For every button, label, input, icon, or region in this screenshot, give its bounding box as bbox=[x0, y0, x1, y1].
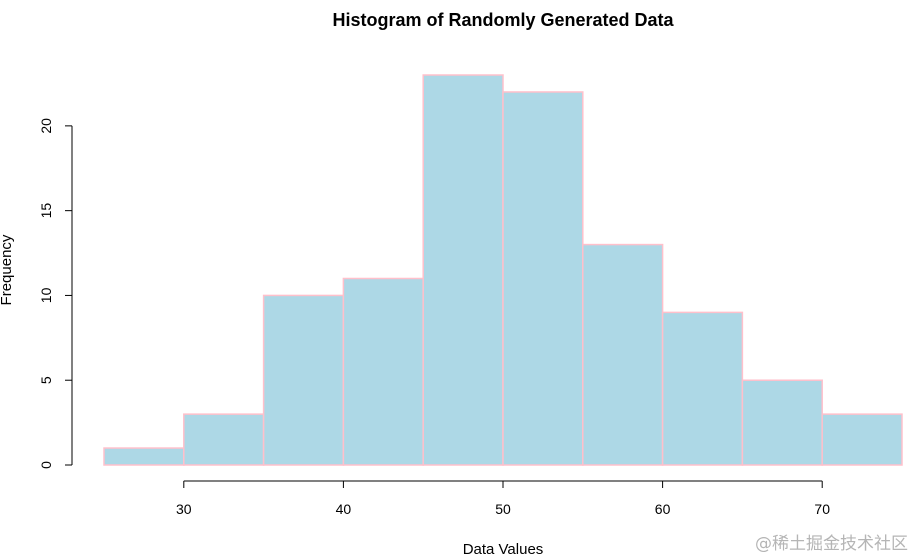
x-tick-label: 70 bbox=[814, 501, 830, 517]
histogram-bar bbox=[103, 447, 185, 466]
chart-title: Histogram of Randomly Generated Data bbox=[332, 10, 674, 30]
watermark-text: @稀土掘金技术社区 bbox=[755, 534, 908, 554]
x-tick-label: 30 bbox=[176, 501, 192, 517]
histogram-bar bbox=[582, 243, 664, 466]
y-axis: 0 5 10 15 20 bbox=[38, 118, 73, 469]
histogram-bar bbox=[821, 413, 903, 466]
x-tick-label: 40 bbox=[336, 501, 352, 517]
x-tick-label: 50 bbox=[495, 501, 511, 517]
y-tick-label: 10 bbox=[38, 287, 54, 303]
histogram-bar bbox=[502, 91, 584, 466]
y-tick-label: 20 bbox=[38, 118, 54, 134]
x-axis: 30 40 50 60 70 bbox=[176, 480, 830, 517]
histogram-bars bbox=[103, 74, 903, 466]
histogram-bar bbox=[741, 379, 823, 466]
histogram-bar bbox=[422, 74, 504, 466]
histogram-bar bbox=[262, 294, 345, 466]
x-tick-label: 60 bbox=[655, 501, 671, 517]
y-axis-label: Frequency bbox=[0, 234, 15, 305]
x-axis-label: Data Values bbox=[463, 541, 544, 558]
y-tick-label: 5 bbox=[38, 376, 54, 384]
histogram-bar bbox=[661, 311, 744, 466]
histogram-bar bbox=[342, 277, 424, 466]
y-tick-label: 15 bbox=[38, 203, 54, 219]
y-tick-label: 0 bbox=[38, 461, 54, 469]
histogram-bar bbox=[183, 413, 265, 466]
